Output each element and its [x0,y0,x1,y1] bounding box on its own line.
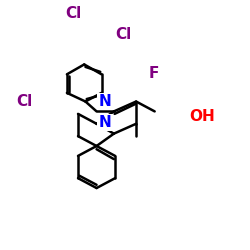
Text: F: F [148,66,159,80]
Text: Cl: Cl [115,27,131,42]
Text: Cl: Cl [16,94,32,109]
Text: Cl: Cl [65,6,81,21]
Text: N: N [99,94,112,109]
Text: OH: OH [189,109,215,124]
Text: N: N [99,115,112,130]
